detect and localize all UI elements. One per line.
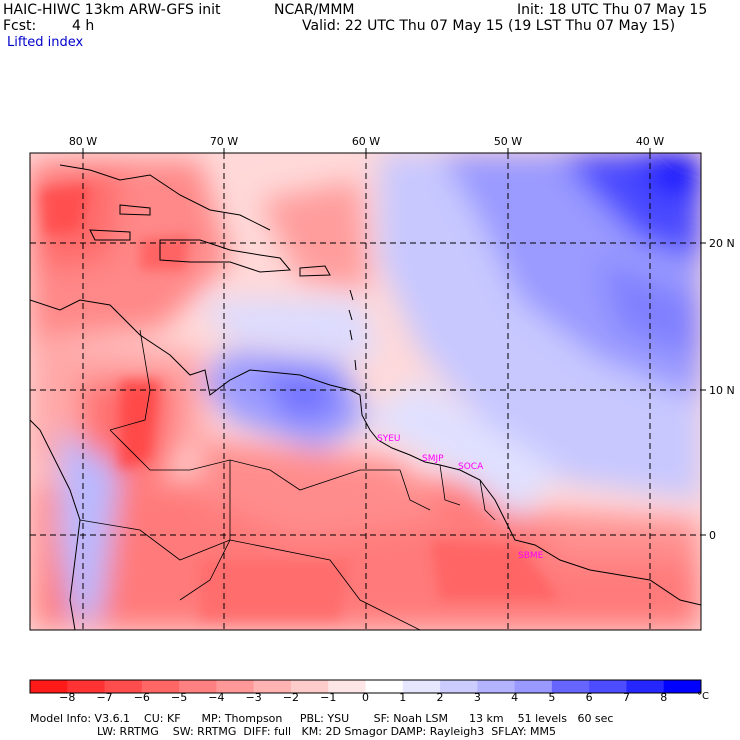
field-name: Lifted index (7, 35, 84, 50)
init-time: Init: 18 UTC Thu 07 May 15 (517, 2, 708, 18)
colorbar-swatch (440, 680, 478, 693)
colorbar-swatch (663, 680, 702, 693)
model-info-line2: LW: RRTMG SW: RRTMG DIFF: full KM: 2D Sm… (97, 725, 557, 738)
org-label: NCAR/MMM (274, 2, 355, 18)
forecast-label: Fcst: (3, 18, 37, 34)
lat-label-0: 0 (709, 529, 716, 542)
lon-label-40w: 40 W (636, 135, 664, 148)
graticule (30, 153, 701, 630)
colorbar-swatch (67, 680, 106, 693)
colorbar-tick-label: −5 (171, 691, 188, 704)
colorbar-tick-label: 2 (436, 691, 444, 704)
colorbar-swatch (216, 680, 255, 693)
colorbar-swatch (328, 680, 366, 693)
colorbar-tick-label: −3 (245, 691, 262, 704)
lon-label-80w: 80 W (69, 135, 97, 148)
colorbar-tick-label: 6 (585, 691, 593, 704)
frame-ticks (82, 148, 706, 536)
lon-label-50w: 50 W (494, 135, 522, 148)
colorbar-tick-label: −7 (96, 691, 113, 704)
colorbar-tick-label: 1 (399, 691, 407, 704)
station-soca: SOCA (458, 462, 484, 472)
lat-label-20n: 20 N (709, 237, 735, 250)
colorbar-swatch (365, 680, 404, 693)
colorbar-swatch (551, 680, 590, 693)
station-sbme: SBME (518, 551, 544, 561)
colorbar-swatch (626, 680, 665, 693)
station-smjp: SMJP (422, 454, 444, 464)
colorbar-tick-label: −1 (320, 691, 337, 704)
colorbar-tick-label: −4 (208, 691, 225, 704)
map-field (30, 153, 701, 630)
colorbar-swatch (290, 680, 329, 693)
colorbar-tick-label: 3 (473, 691, 481, 704)
forecast-hour: 4 h (72, 18, 95, 34)
colorbar-tick-label: 0 (362, 691, 369, 704)
colorbar-tick-label: −6 (133, 691, 150, 704)
colorbar-swatch (402, 680, 441, 693)
latitude-labels: 20 N 10 N 0 (709, 237, 735, 542)
colorbar-swatch (141, 680, 180, 693)
colorbar-swatch (589, 680, 627, 693)
valid-time: Valid: 22 UTC Thu 07 May 15 (19 LST Thu … (302, 18, 676, 34)
colorbar-tick-label: −2 (282, 691, 300, 704)
colorbar-swatch (30, 680, 68, 693)
colorbar-swatch (104, 680, 143, 693)
lon-label-70w: 70 W (210, 135, 238, 148)
model-title: HAIC-HIWC 13km ARW-GFS init (3, 2, 221, 18)
colorbar-swatch (179, 680, 217, 693)
colorbar-tick-label: 4 (511, 691, 519, 704)
lat-label-10n: 10 N (709, 384, 735, 397)
colorbar-tick-label: 8 (660, 691, 668, 704)
colorbar-tick-label: 5 (548, 691, 556, 704)
station-labels: SYEU SMJP SOCA SBME (377, 434, 544, 561)
colorbar-unit: °C (697, 691, 709, 702)
coastlines (30, 164, 701, 630)
colorbar-swatch (514, 680, 553, 693)
colorbar-tick-label: 7 (622, 691, 630, 704)
station-syeu: SYEU (377, 434, 400, 444)
colorbar-swatch (253, 680, 292, 693)
colorbar-frame (29, 679, 702, 694)
colorbar-swatch (477, 680, 516, 693)
colorbar-tick-label: −8 (59, 691, 76, 704)
colorbar (29, 679, 702, 694)
longitude-labels: 80 W 70 W 60 W 50 W 40 W (69, 135, 664, 148)
lon-label-60w: 60 W (352, 135, 380, 148)
model-info-line1: Model Info: V3.6.1 CU: KF MP: Thompson P… (30, 712, 614, 725)
country-borders (79, 329, 496, 630)
